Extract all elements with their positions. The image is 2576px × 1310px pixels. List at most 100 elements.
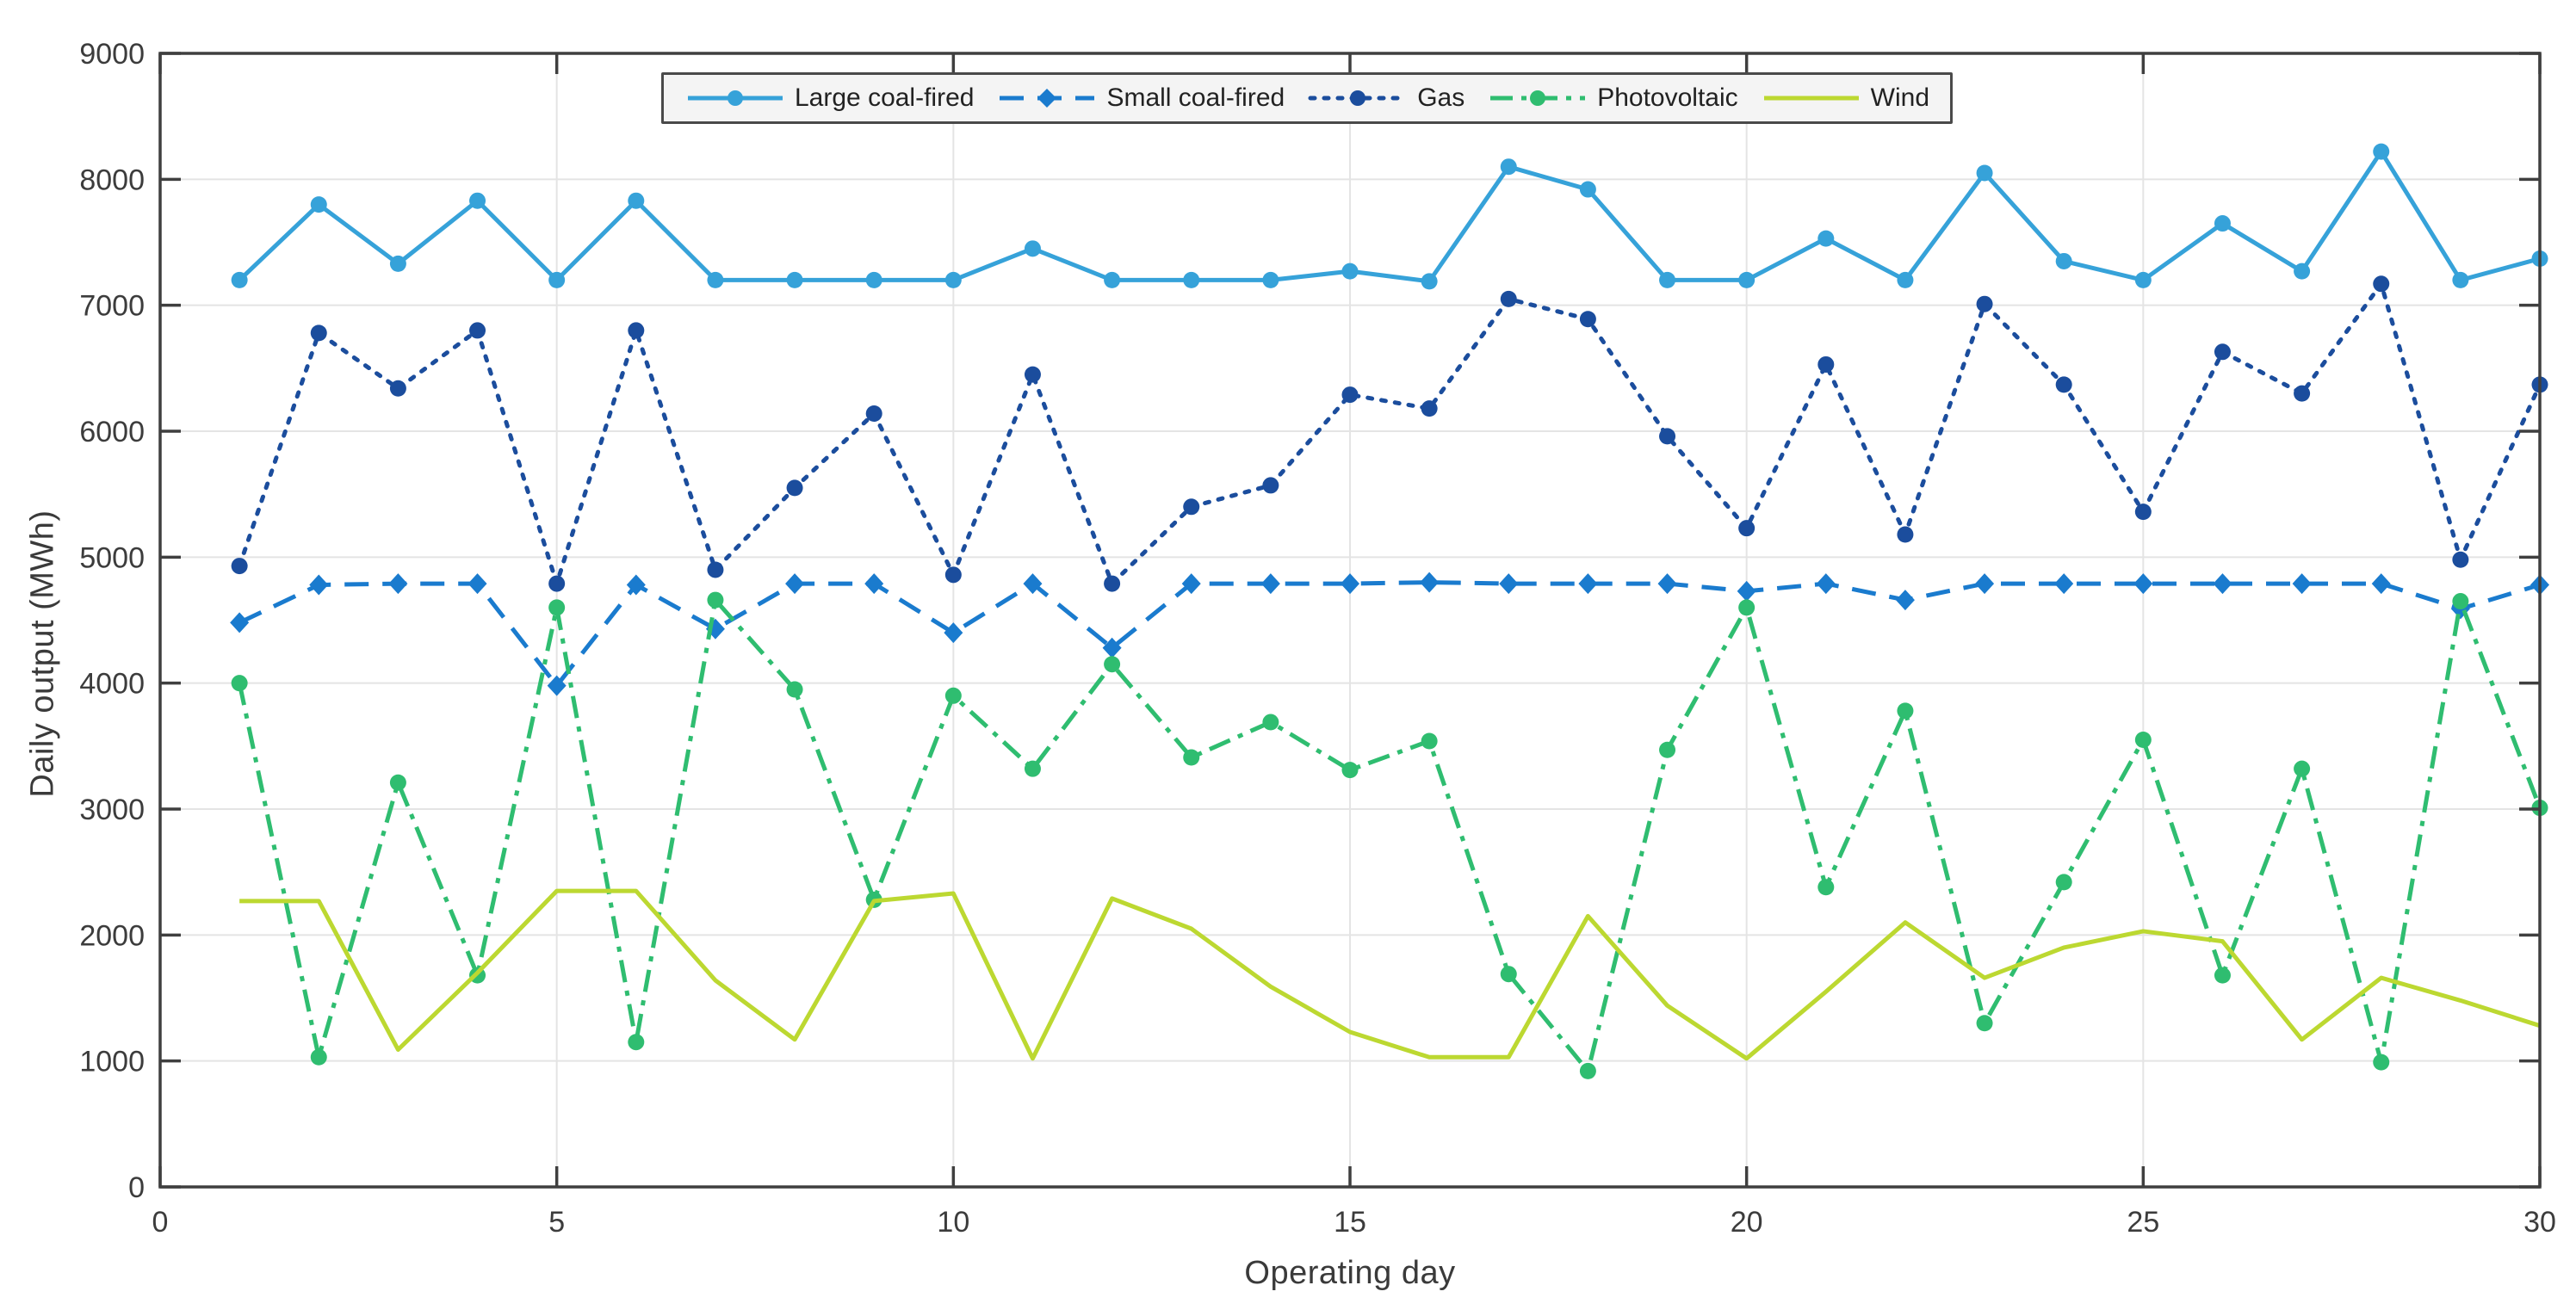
data-point [1897,526,1914,543]
data-point [1341,762,1359,779]
data-point [1976,295,1993,312]
legend-line-sample [1308,90,1408,106]
data-point [2214,343,2231,361]
data-point [1976,164,1993,182]
data-point [1104,271,1121,288]
data-point [548,599,566,616]
data-point [1738,520,1756,537]
data-point [1578,573,1598,595]
series-photovoltaic [231,591,2548,1079]
data-point [1183,749,1200,766]
data-point [1024,760,1041,777]
data-point [1102,637,1122,658]
data-point [864,573,884,595]
data-point [1183,271,1200,288]
data-point [468,573,487,595]
data-point [1500,158,1517,176]
data-point [2055,376,2072,393]
data-point [707,561,724,578]
data-point [1579,1062,1596,1079]
data-point [1104,575,1121,592]
series-gas [231,275,2548,592]
data-point [547,675,567,696]
y-tick-label: 1000 [79,1046,145,1078]
data-point [1897,271,1914,288]
y-tick-label: 8000 [79,164,145,196]
data-point [1341,573,1359,595]
data-point [2452,593,2469,610]
series-small-coal-fired [230,572,2549,696]
data-point [786,271,803,288]
data-point [2134,271,2152,288]
data-point [1262,477,1279,494]
data-point [865,405,882,423]
data-point [231,558,248,575]
data-point [469,192,486,209]
data-point [707,271,724,288]
data-point [389,380,406,397]
data-point [1421,273,1438,290]
data-point [1341,386,1359,404]
data-point [628,322,645,339]
legend-label: Small coal-fired [1106,83,1285,112]
data-point [310,324,327,342]
data-point [1816,573,1836,595]
data-point [2371,573,2391,595]
data-point [1500,290,1517,307]
data-point [1341,263,1359,280]
legend-label: Photovoltaic [1597,83,1738,112]
data-point [548,271,566,288]
data-point [2373,143,2390,160]
data-point [309,574,329,596]
data-point [2292,573,2312,595]
y-tick-label: 5000 [79,541,145,574]
x-tick-label: 30 [2523,1206,2556,1239]
x-tick-label: 25 [2127,1206,2159,1239]
data-point [1737,580,1756,602]
series-wind [239,888,2541,1061]
x-axis-label: Operating day [1244,1255,1456,1291]
legend-label: Large coal-fired [795,83,975,112]
y-tick-label: 0 [128,1171,145,1204]
data-point [2214,215,2231,232]
data-point [231,675,248,692]
data-point [2055,874,2072,891]
data-point [388,573,408,595]
data-point [1738,271,1756,288]
data-point [2055,252,2072,269]
data-point [2294,385,2311,402]
data-point [1738,599,1756,616]
legend-item-wind: Wind [1761,83,1929,113]
data-point [1499,573,1519,595]
data-point [1023,573,1043,595]
data-point [548,575,566,592]
data-point [310,1048,327,1066]
x-tick-label: 15 [1334,1206,1366,1239]
data-point [1897,702,1914,720]
data-point [2373,275,2390,293]
data-point [1181,573,1201,595]
data-point [1817,879,1835,896]
data-point [2133,573,2153,595]
y-tick-label: 3000 [79,794,145,826]
data-point [230,612,250,633]
data-point [786,479,803,497]
data-point [785,573,805,595]
y-tick-label: 2000 [79,919,145,952]
data-point [1817,230,1835,247]
data-point [1421,732,1438,750]
legend-item-small-coal-fired: Small coal-fired [996,83,1285,113]
data-point [1183,498,1200,516]
data-point [944,566,962,584]
data-point [944,271,962,288]
x-tick-label: 10 [937,1206,969,1239]
legend: Large coal-fired Small coal-fired Gas Photo… [661,72,1954,124]
data-point [1104,656,1121,673]
data-point [469,322,486,339]
data-point [1895,590,1915,611]
legend-item-gas: Gas [1307,83,1464,113]
data-point [1260,573,1280,595]
data-point [1500,966,1517,983]
legend-item-photovoltaic: Photovoltaic [1487,83,1738,113]
